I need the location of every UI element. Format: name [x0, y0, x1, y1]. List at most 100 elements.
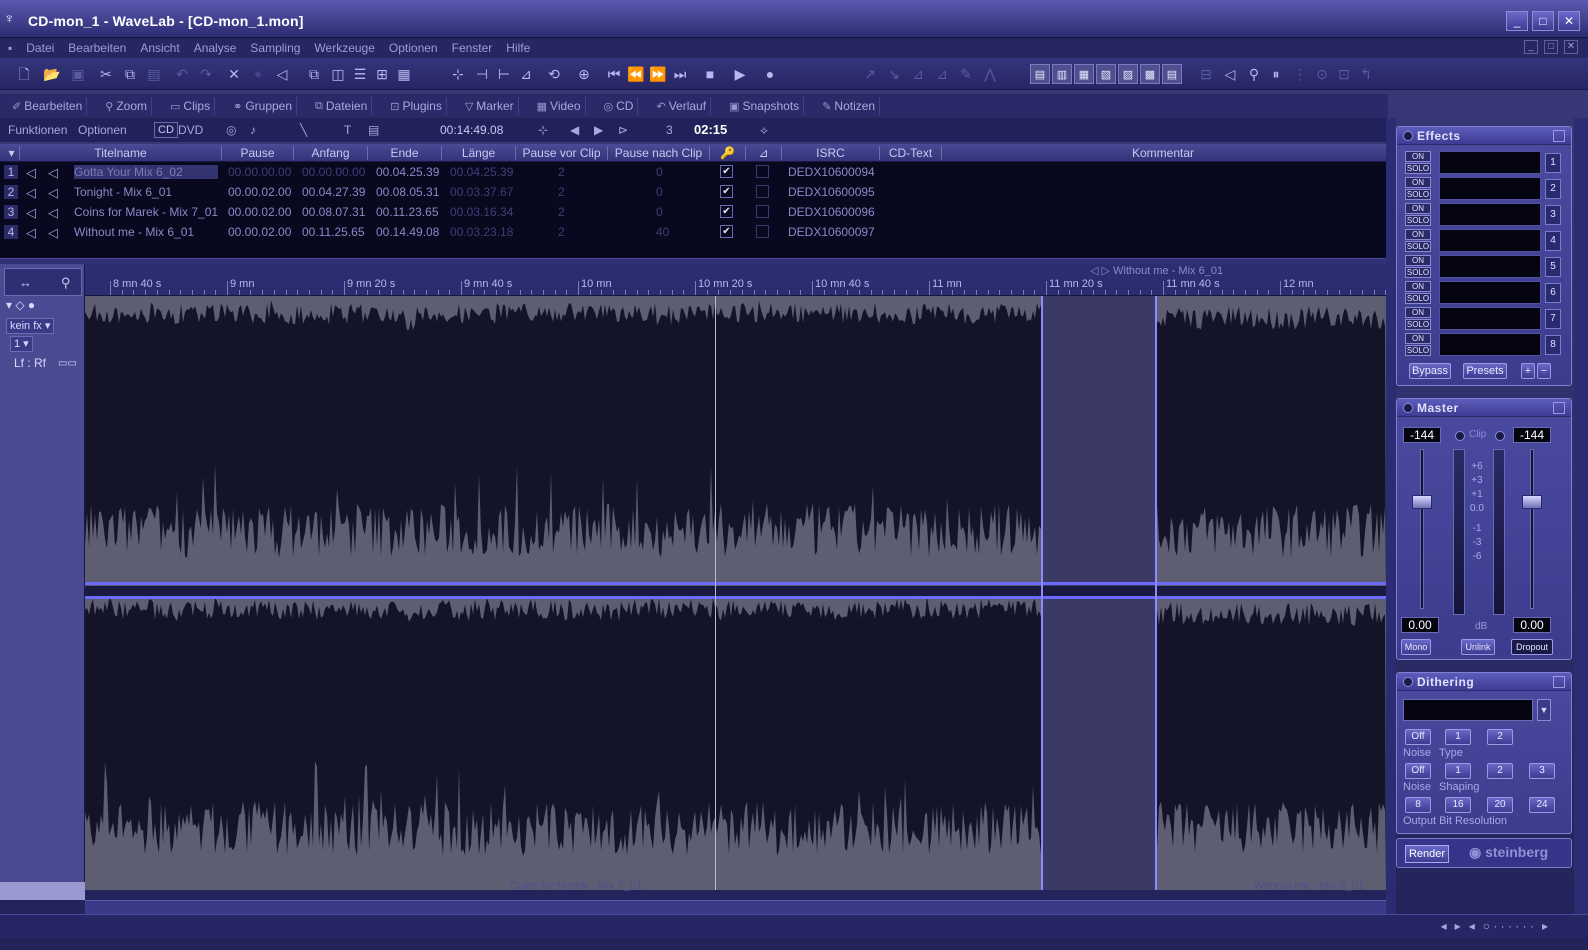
unlink-button[interactable]: Unlink [1461, 639, 1495, 655]
cursor-icon[interactable]: ⊕ [578, 66, 590, 82]
row-checkbox[interactable]: ✔ [720, 185, 733, 198]
effect-slot-number[interactable]: 8 [1545, 335, 1561, 355]
solo-button[interactable]: SOLO [1405, 163, 1431, 174]
close-button[interactable]: ✕ [1558, 11, 1580, 31]
solo-button[interactable]: SOLO [1405, 319, 1431, 330]
on-solo-toggle[interactable]: ON SOLO [1405, 203, 1433, 227]
mute-icon[interactable]: ◁ [48, 165, 58, 180]
solo-button[interactable]: SOLO [1405, 215, 1431, 226]
dvd-button[interactable]: DVD [178, 123, 204, 137]
tab-bearbeiten[interactable]: ✐ Bearbeiten [8, 97, 88, 115]
effect-slot-number[interactable]: 5 [1545, 257, 1561, 277]
col-ende[interactable]: Ende [368, 146, 442, 160]
mute-icon[interactable]: ◁ [48, 185, 58, 200]
meter-5-icon[interactable]: ▨ [1118, 64, 1138, 84]
effect-slot-selector[interactable] [1439, 333, 1541, 356]
audio-icon[interactable]: ♪ [250, 123, 256, 137]
redo-icon[interactable]: ↷ [200, 66, 212, 82]
zoom-horizontal-icon[interactable]: ↔ [19, 275, 32, 290]
effects-power-icon[interactable] [1403, 131, 1413, 141]
table-menu-icon[interactable]: ▾ [4, 146, 20, 160]
effect-slot-selector[interactable] [1439, 203, 1541, 226]
on-button[interactable]: ON [1405, 307, 1431, 318]
pause-icon[interactable]: ⏸ [1272, 66, 1280, 82]
effect-slot-selector[interactable] [1439, 151, 1541, 174]
left-fader-knob[interactable] [1412, 495, 1432, 509]
noise-shaping-2[interactable]: 2 [1487, 763, 1513, 779]
row-checkbox[interactable]: ✔ [720, 225, 733, 238]
on-solo-toggle[interactable]: ON SOLO [1405, 281, 1433, 305]
solo-button[interactable]: SOLO [1405, 241, 1431, 252]
zoom-out-icon[interactable]: ◂ [1468, 919, 1475, 933]
col-lock-icon[interactable]: 🔑 [710, 146, 746, 160]
text-tool-icon[interactable]: T [344, 123, 352, 137]
zoom-in-icon[interactable]: ▸ [1541, 919, 1548, 933]
tool-a-icon[interactable]: ↗ [864, 66, 876, 82]
tab-dateien[interactable]: ⧉ Dateien [311, 97, 373, 115]
on-button[interactable]: ON [1405, 151, 1431, 162]
effect-slot-selector[interactable] [1439, 255, 1541, 278]
tool-h-icon[interactable]: ↰ [1360, 66, 1372, 82]
on-button[interactable]: ON [1405, 229, 1431, 240]
noise-type-off[interactable]: Off [1405, 729, 1431, 745]
envelope-icon[interactable]: ⊿ [520, 66, 532, 82]
on-solo-toggle[interactable]: ON SOLO [1405, 255, 1433, 279]
add-slot-button[interactable]: + [1521, 363, 1535, 379]
calc-icon[interactable]: ▤ [368, 123, 380, 137]
split-horizontal-icon[interactable]: ☰ [353, 66, 367, 82]
burn-icon[interactable]: ⟡ [760, 123, 768, 137]
on-solo-toggle[interactable]: ON SOLO [1405, 307, 1433, 331]
speaker-icon[interactable]: ◁ [26, 165, 36, 180]
dither-plugin-dropdown[interactable]: ▼ [1537, 699, 1551, 721]
right-gain-readout[interactable]: 0.00 [1513, 617, 1551, 633]
on-button[interactable]: ON [1405, 281, 1431, 292]
meter-3-icon[interactable]: ▦ [1074, 64, 1094, 84]
tool-b-icon[interactable]: ↘ [888, 66, 900, 82]
on-button[interactable]: ON [1405, 255, 1431, 266]
table-row[interactable]: 1 ◁ ◁ Gotta Your Mix 6_02 00.00.00.00 00… [0, 162, 1386, 182]
col-kommentar[interactable]: Kommentar [1131, 146, 1195, 160]
menu-optionen[interactable]: Optionen [388, 41, 438, 55]
col-pause-nach-clip[interactable]: Pause nach Clip [608, 146, 710, 160]
meter-6-icon[interactable]: ▩ [1140, 64, 1160, 84]
tab-gruppen[interactable]: ⚭ Gruppen [229, 97, 298, 115]
effect-slot-selector[interactable] [1439, 281, 1541, 304]
bits-20[interactable]: 20 [1487, 797, 1513, 813]
marker-add-icon[interactable]: ⊹ [538, 123, 549, 137]
dither-plugin-select[interactable] [1403, 699, 1533, 721]
tool-e-icon[interactable]: ⋮ [1293, 66, 1307, 82]
menu-bearbeiten[interactable]: Bearbeiten [68, 41, 127, 55]
effect-slot-selector[interactable] [1439, 307, 1541, 330]
solo-button[interactable]: SOLO [1405, 267, 1431, 278]
save-icon[interactable]: ▣ [71, 66, 85, 82]
loop-icon[interactable]: ⟲ [548, 66, 560, 82]
meter-1-icon[interactable]: ▤ [1030, 64, 1050, 84]
rewind-icon[interactable]: ⏪ [627, 66, 645, 82]
row-checkbox-2[interactable] [756, 165, 769, 178]
tab-notizen[interactable]: ✎ Notizen [818, 97, 881, 115]
tab-verlauf[interactable]: ↶ Verlauf [652, 97, 712, 115]
minimize-button[interactable]: _ [1506, 11, 1528, 31]
play-icon[interactable]: ▶ [734, 66, 746, 82]
speaker-monitor-icon[interactable]: ◁ [1224, 66, 1236, 82]
trim-icon[interactable]: ⌖ [254, 66, 262, 82]
record-icon[interactable]: ● [765, 66, 775, 82]
table-row[interactable]: 3 ◁ ◁ Coins for Marek - Mix 7_01 00.00.0… [0, 202, 1386, 222]
meter-4-icon[interactable]: ▧ [1096, 64, 1116, 84]
stop-icon[interactable]: ■ [705, 66, 715, 82]
cd-button[interactable]: CD [154, 122, 178, 138]
nudge-left-icon[interactable]: ⊣ [475, 66, 489, 82]
paste-icon[interactable]: ▤ [147, 66, 161, 82]
render-button[interactable]: Render [1405, 845, 1449, 863]
row-checkbox-2[interactable] [756, 225, 769, 238]
mdi-minimize-button[interactable]: _ [1524, 40, 1538, 54]
wavelab-app-icon[interactable]: ♆ [4, 10, 15, 26]
line-tool-icon[interactable]: ╲ [300, 123, 308, 137]
on-solo-toggle[interactable]: ON SOLO [1405, 229, 1433, 253]
left-gain-readout[interactable]: 0.00 [1401, 617, 1439, 633]
play-track-icon[interactable]: ⊳ [618, 123, 629, 137]
menu-datei[interactable]: Datei [26, 41, 55, 55]
right-peak-readout[interactable]: -144 [1513, 427, 1551, 443]
right-fader-knob[interactable] [1522, 495, 1542, 509]
noise-type-1[interactable]: 1 [1445, 729, 1471, 745]
